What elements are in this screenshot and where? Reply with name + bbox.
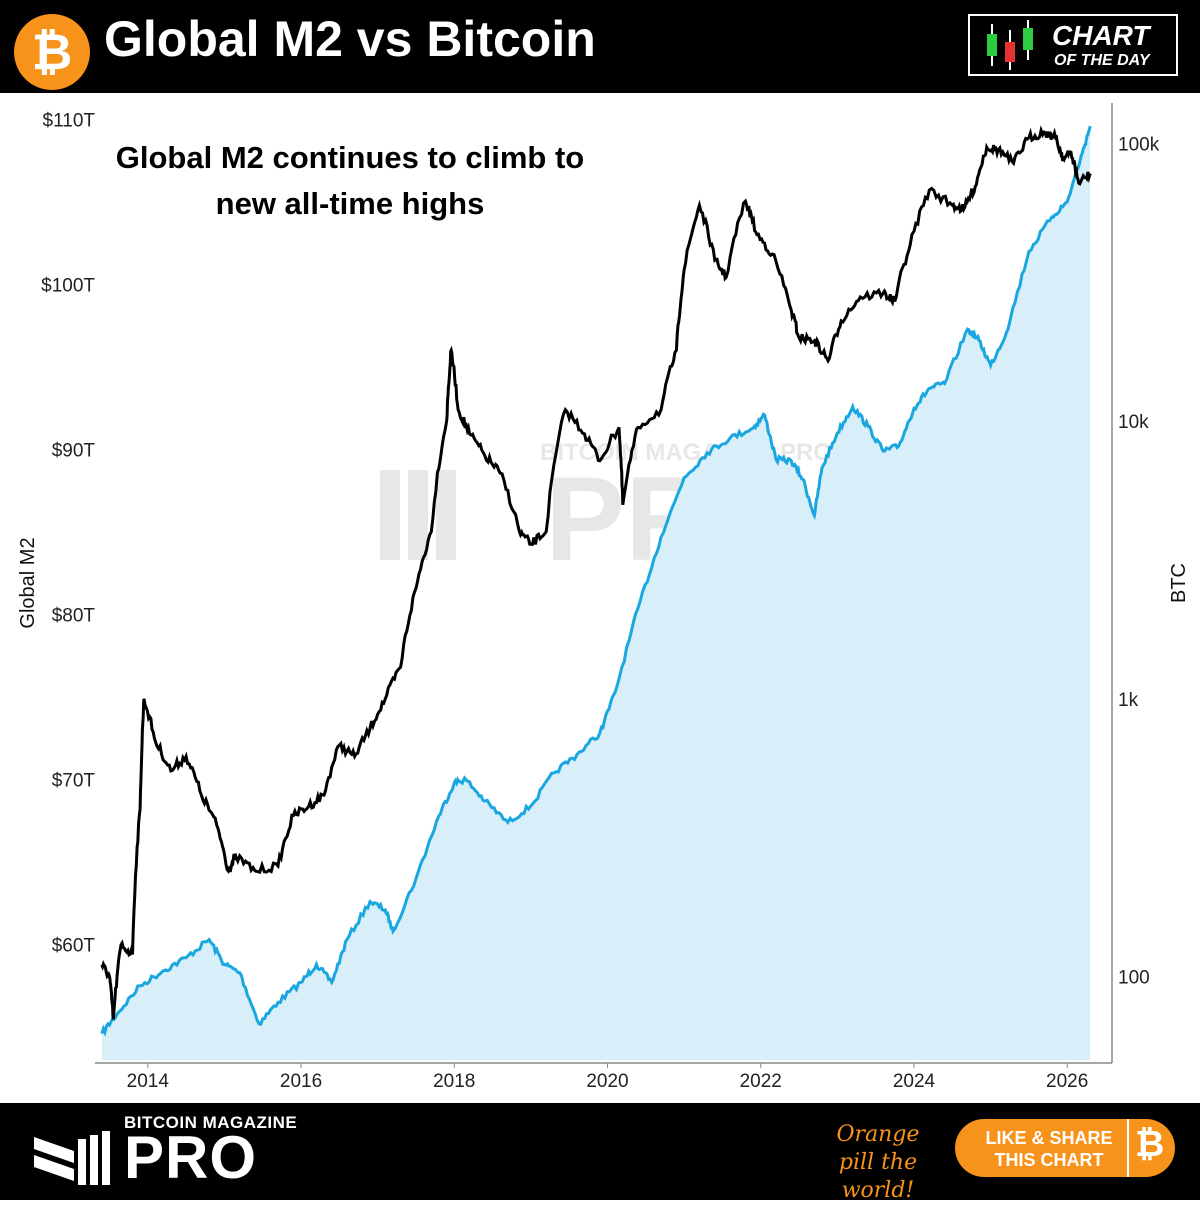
y-tick-label: $60T xyxy=(52,936,96,957)
footer-bar: BITCOIN MAGAZINE PRO Orange pill the wor… xyxy=(0,1103,1200,1203)
y-tick-label: $90T xyxy=(52,441,96,462)
x-tick-label: 2022 xyxy=(740,1071,782,1092)
share-divider xyxy=(1127,1119,1129,1177)
x-tick-label: 2020 xyxy=(586,1071,628,1092)
bitcoin-icon: ₿ xyxy=(1135,1123,1165,1164)
bitcoin-logo-icon: ₿ xyxy=(14,14,90,90)
badge-line1: CHART xyxy=(1052,20,1150,51)
brand-name-big: PRO xyxy=(124,1124,258,1191)
brand-name-small: BITCOIN MAGAZINE xyxy=(124,1113,298,1132)
m2-series-line xyxy=(100,125,1092,1037)
chart-annotation: Global M2 continues to climb to new all-… xyxy=(115,140,585,221)
m2-area-fill xyxy=(101,126,1091,1061)
slogan: Orange pill the world! xyxy=(836,1122,920,1203)
y2-tick-label: 10k xyxy=(1118,412,1149,433)
y-tick-label: $70T xyxy=(52,771,96,792)
y2-tick-label: 1k xyxy=(1118,690,1139,711)
like-share-button[interactable]: LIKE & SHARE THIS CHART ₿ xyxy=(955,1119,1175,1177)
x-tick-label: 2026 xyxy=(1046,1071,1088,1092)
svg-text:₿: ₿ xyxy=(32,24,73,80)
badge-line2: OF THE DAY xyxy=(1054,52,1150,69)
x-tick-label: 2014 xyxy=(127,1071,170,1092)
y-tick-label: $80T xyxy=(52,606,96,627)
y2-axis-label: BTC xyxy=(1168,563,1190,603)
pro-logo-icon xyxy=(34,1131,110,1185)
candlestick-icon xyxy=(987,20,1033,70)
y2-tick-label: 100k xyxy=(1118,135,1160,156)
x-tick-label: 2016 xyxy=(280,1071,322,1092)
share-button-label: LIKE & SHARE THIS CHART xyxy=(985,1128,1113,1170)
y-tick-label: $100T xyxy=(41,276,95,297)
y2-tick-label: 100 xyxy=(1118,967,1150,988)
btc-series-line xyxy=(100,125,1092,1020)
chart-svg: BITCOIN MAGAZINE PRO PRO 201420162018202… xyxy=(17,103,1190,1092)
x-tick-label: 2018 xyxy=(433,1071,475,1092)
y-axis-ticks: $60T $70T $80T $90T $100T $110T xyxy=(41,111,95,957)
y-tick-label: $110T xyxy=(43,111,96,132)
x-axis-ticks: 2014 2016 2018 2020 2022 2024 2026 xyxy=(127,1063,1088,1092)
y-axis-label: Global M2 xyxy=(17,537,39,628)
chart-area: BITCOIN MAGAZINE PRO PRO 201420162018202… xyxy=(0,93,1200,1103)
page-title: Global M2 vs Bitcoin xyxy=(104,11,596,67)
x-tick-label: 2024 xyxy=(893,1071,936,1092)
chart-of-the-day-badge: CHART OF THE DAY xyxy=(968,14,1178,76)
header-bar: ₿ Global M2 vs Bitcoin CHART OF THE DAY xyxy=(0,0,1200,93)
y2-axis-ticks: 100 1k 10k 100k xyxy=(1118,135,1160,989)
